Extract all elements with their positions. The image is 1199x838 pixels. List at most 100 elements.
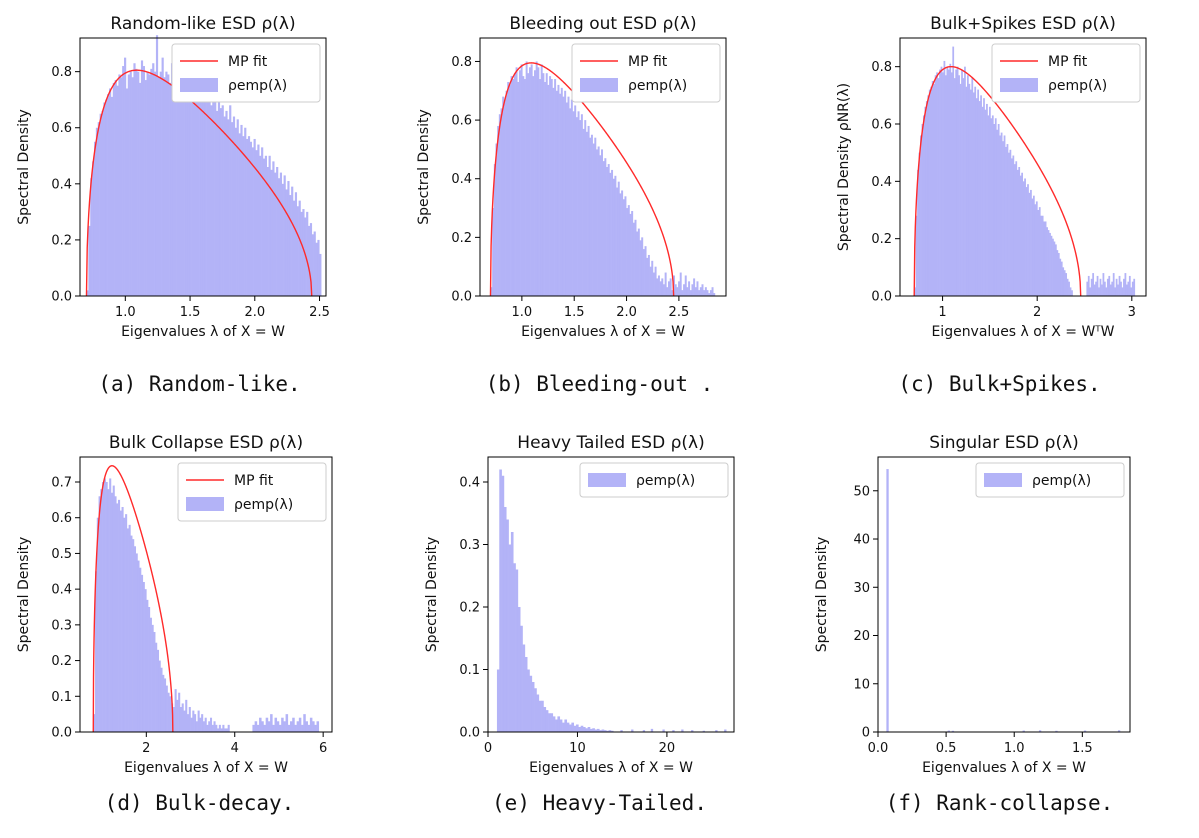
legend-label: MP fit [628,54,668,70]
histogram-bar [969,89,972,296]
histogram-bar [103,478,106,732]
histogram-bar [610,730,614,732]
spike-bar [1093,284,1096,296]
histogram-bar [225,110,228,296]
chart-bleeding-out: 1.0 1.5 2.0 2.5 0.0 0.2 0.4 0.6 0.8 Bleeding out … [416,14,727,340]
histogram-bar [652,272,655,296]
histogram-bar [118,74,121,297]
histogram-bar [947,69,950,297]
histogram-bars [496,469,727,732]
histogram-bar [647,254,650,296]
histogram-bar [292,200,296,296]
histogram-bar [944,75,947,297]
histogram-bar [187,77,191,297]
histogram-bar [933,83,936,296]
histogram-bar [109,478,112,732]
histogram-bar [608,730,612,732]
histogram-bar [988,106,991,296]
histogram-bar [535,61,538,296]
histogram-bar [513,563,516,732]
histogram-bar [133,546,137,732]
histogram-bar [259,155,262,296]
histogram-bar [1056,250,1059,296]
histogram-bar [195,94,198,296]
histogram-bar [946,66,949,297]
histogram-bar [579,120,582,296]
histogram-bar [221,105,224,296]
histogram-bar [163,77,166,297]
plot-frame [877,456,1131,733]
histogram-bar [614,175,617,296]
histogram-bar [1027,184,1029,296]
spike-bar [265,717,269,732]
histogram-bar [142,582,145,732]
spike-bar [1096,275,1099,296]
histogram-bar [202,721,205,732]
histogram-bar [498,114,501,297]
histogram-bar [1022,181,1025,296]
histogram-bar [88,225,91,296]
legend-label: ρemp(λ) [628,78,687,94]
histogram-bar [915,215,918,296]
histogram-bar [996,129,999,296]
histogram-bar [95,127,99,296]
histogram-bar [578,727,581,732]
histogram-bar [122,66,125,296]
plot-frame [479,37,727,297]
histogram-bar [595,149,598,296]
histogram-bar [1013,164,1016,296]
panel-c: 1 2 3 0.0 0.2 0.4 0.6 0.8 Bulk+Spikes ESD ρ(λ) Ei… [800,0,1199,419]
histogram-bar [1062,267,1065,296]
histogram-bar [632,222,635,296]
histogram-bar [150,68,153,296]
spike-bar [270,714,273,732]
y-tick-label: 0.4 [51,177,72,192]
spike-bar [1102,273,1105,296]
histogram-bar [270,169,273,296]
histogram-bar [950,72,953,297]
y-tick-label: 0.2 [459,601,480,616]
histogram-bar [114,496,117,732]
y-tick-label: 0.4 [51,583,72,598]
histogram-bar [128,524,131,732]
histogram-bar [966,75,969,297]
histogram-bar [1035,201,1038,296]
histogram-bar [711,287,714,296]
spike-bar [298,717,302,732]
x-tick-label: 2 [142,741,150,756]
histogram-bar [223,116,226,297]
x-tick-label: 6 [319,741,327,756]
histogram-bar [1024,178,1026,296]
histogram-bar [540,64,543,297]
histogram-bar [703,290,706,296]
spike-bar [1125,284,1128,296]
histogram-bar [523,79,526,296]
histogram-bar [513,73,516,296]
histogram-bar [920,135,922,296]
histogram-bar [141,574,144,732]
histogram-bar [566,722,570,732]
y-tick-label: 0.2 [451,231,472,246]
histogram-bar [978,101,981,296]
histogram-bar [216,110,219,296]
histogram-bar [559,719,563,732]
tail-bar [672,730,675,732]
histogram-bar [589,728,593,732]
histogram-bar [289,195,292,296]
histogram-bar [165,71,168,296]
spike-bar [1089,287,1092,296]
histogram-bar [510,532,514,732]
spike-bar [1130,287,1133,296]
histogram-bar [649,266,652,296]
histogram-bar [701,284,704,296]
histogram-bar [619,193,622,296]
histogram-bar [246,138,249,296]
histogram-bar [564,719,568,732]
histogram-bar [319,253,322,296]
histogram-bar [492,208,495,296]
histogram-bar [281,183,284,296]
caption-d: (d) Bulk-decay. [104,791,295,815]
histogram-bar [959,83,962,296]
histogram-bar [531,682,535,732]
histogram-bar [694,287,697,296]
